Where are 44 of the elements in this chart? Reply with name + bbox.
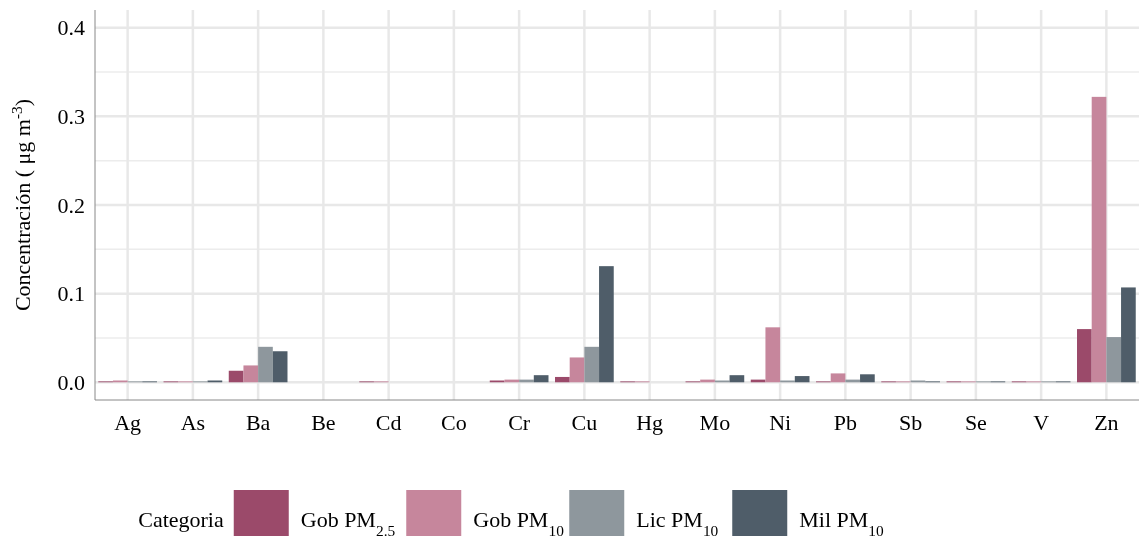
- bar: [765, 327, 781, 383]
- x-tick-label: V: [1033, 410, 1050, 435]
- bar: [243, 365, 259, 383]
- bar: [1121, 287, 1136, 383]
- y-tick-label: 0.2: [57, 192, 85, 218]
- x-tick-label: Ni: [769, 410, 792, 435]
- legend-label: Lic PM$_{10}$: [636, 507, 719, 539]
- x-tick-label: Se: [964, 410, 987, 435]
- bar: [272, 351, 288, 383]
- x-tick-label: As: [180, 410, 206, 435]
- x-tick-label: Cr: [508, 410, 531, 435]
- bar: [860, 374, 875, 383]
- bar: [569, 357, 585, 383]
- bar: [1091, 96, 1107, 383]
- x-tick-label: Mo: [699, 410, 731, 435]
- x-tick-label: Zn: [1094, 410, 1119, 435]
- bar: [555, 376, 570, 383]
- legend-label: Gob PM$_{2.5}$: [300, 507, 396, 539]
- bar: [830, 373, 846, 383]
- x-tick-label: Ag: [114, 410, 142, 435]
- bar: [794, 376, 810, 383]
- x-tick-label: Be: [311, 410, 336, 435]
- x-tick-label: Co: [441, 410, 467, 435]
- bar: [584, 346, 600, 383]
- bar: [533, 375, 549, 383]
- x-tick-label: Hg: [636, 410, 664, 435]
- y-tick-label: 0.4: [57, 15, 85, 41]
- bar: [729, 375, 745, 383]
- x-tick-label: Ba: [245, 410, 271, 435]
- y-tick-label: 0.0: [57, 369, 85, 395]
- x-tick-label: Sb: [899, 410, 923, 435]
- bar: [228, 370, 244, 383]
- legend-title: Categoria: [138, 507, 224, 532]
- bar: [258, 346, 273, 383]
- y-tick-label: 0.3: [57, 104, 85, 130]
- y-tick-label: 0.1: [57, 281, 85, 307]
- x-tick-label: Pb: [833, 410, 857, 435]
- x-tick-label: Cu: [571, 410, 598, 435]
- x-tick-label: Cd: [375, 410, 402, 435]
- bar: [1077, 329, 1092, 383]
- bar: [1106, 337, 1122, 383]
- legend-label: Mil PM$_{10}$: [799, 507, 885, 539]
- legend-label: Gob PM$_{10}$: [473, 507, 565, 539]
- bar: [599, 266, 614, 383]
